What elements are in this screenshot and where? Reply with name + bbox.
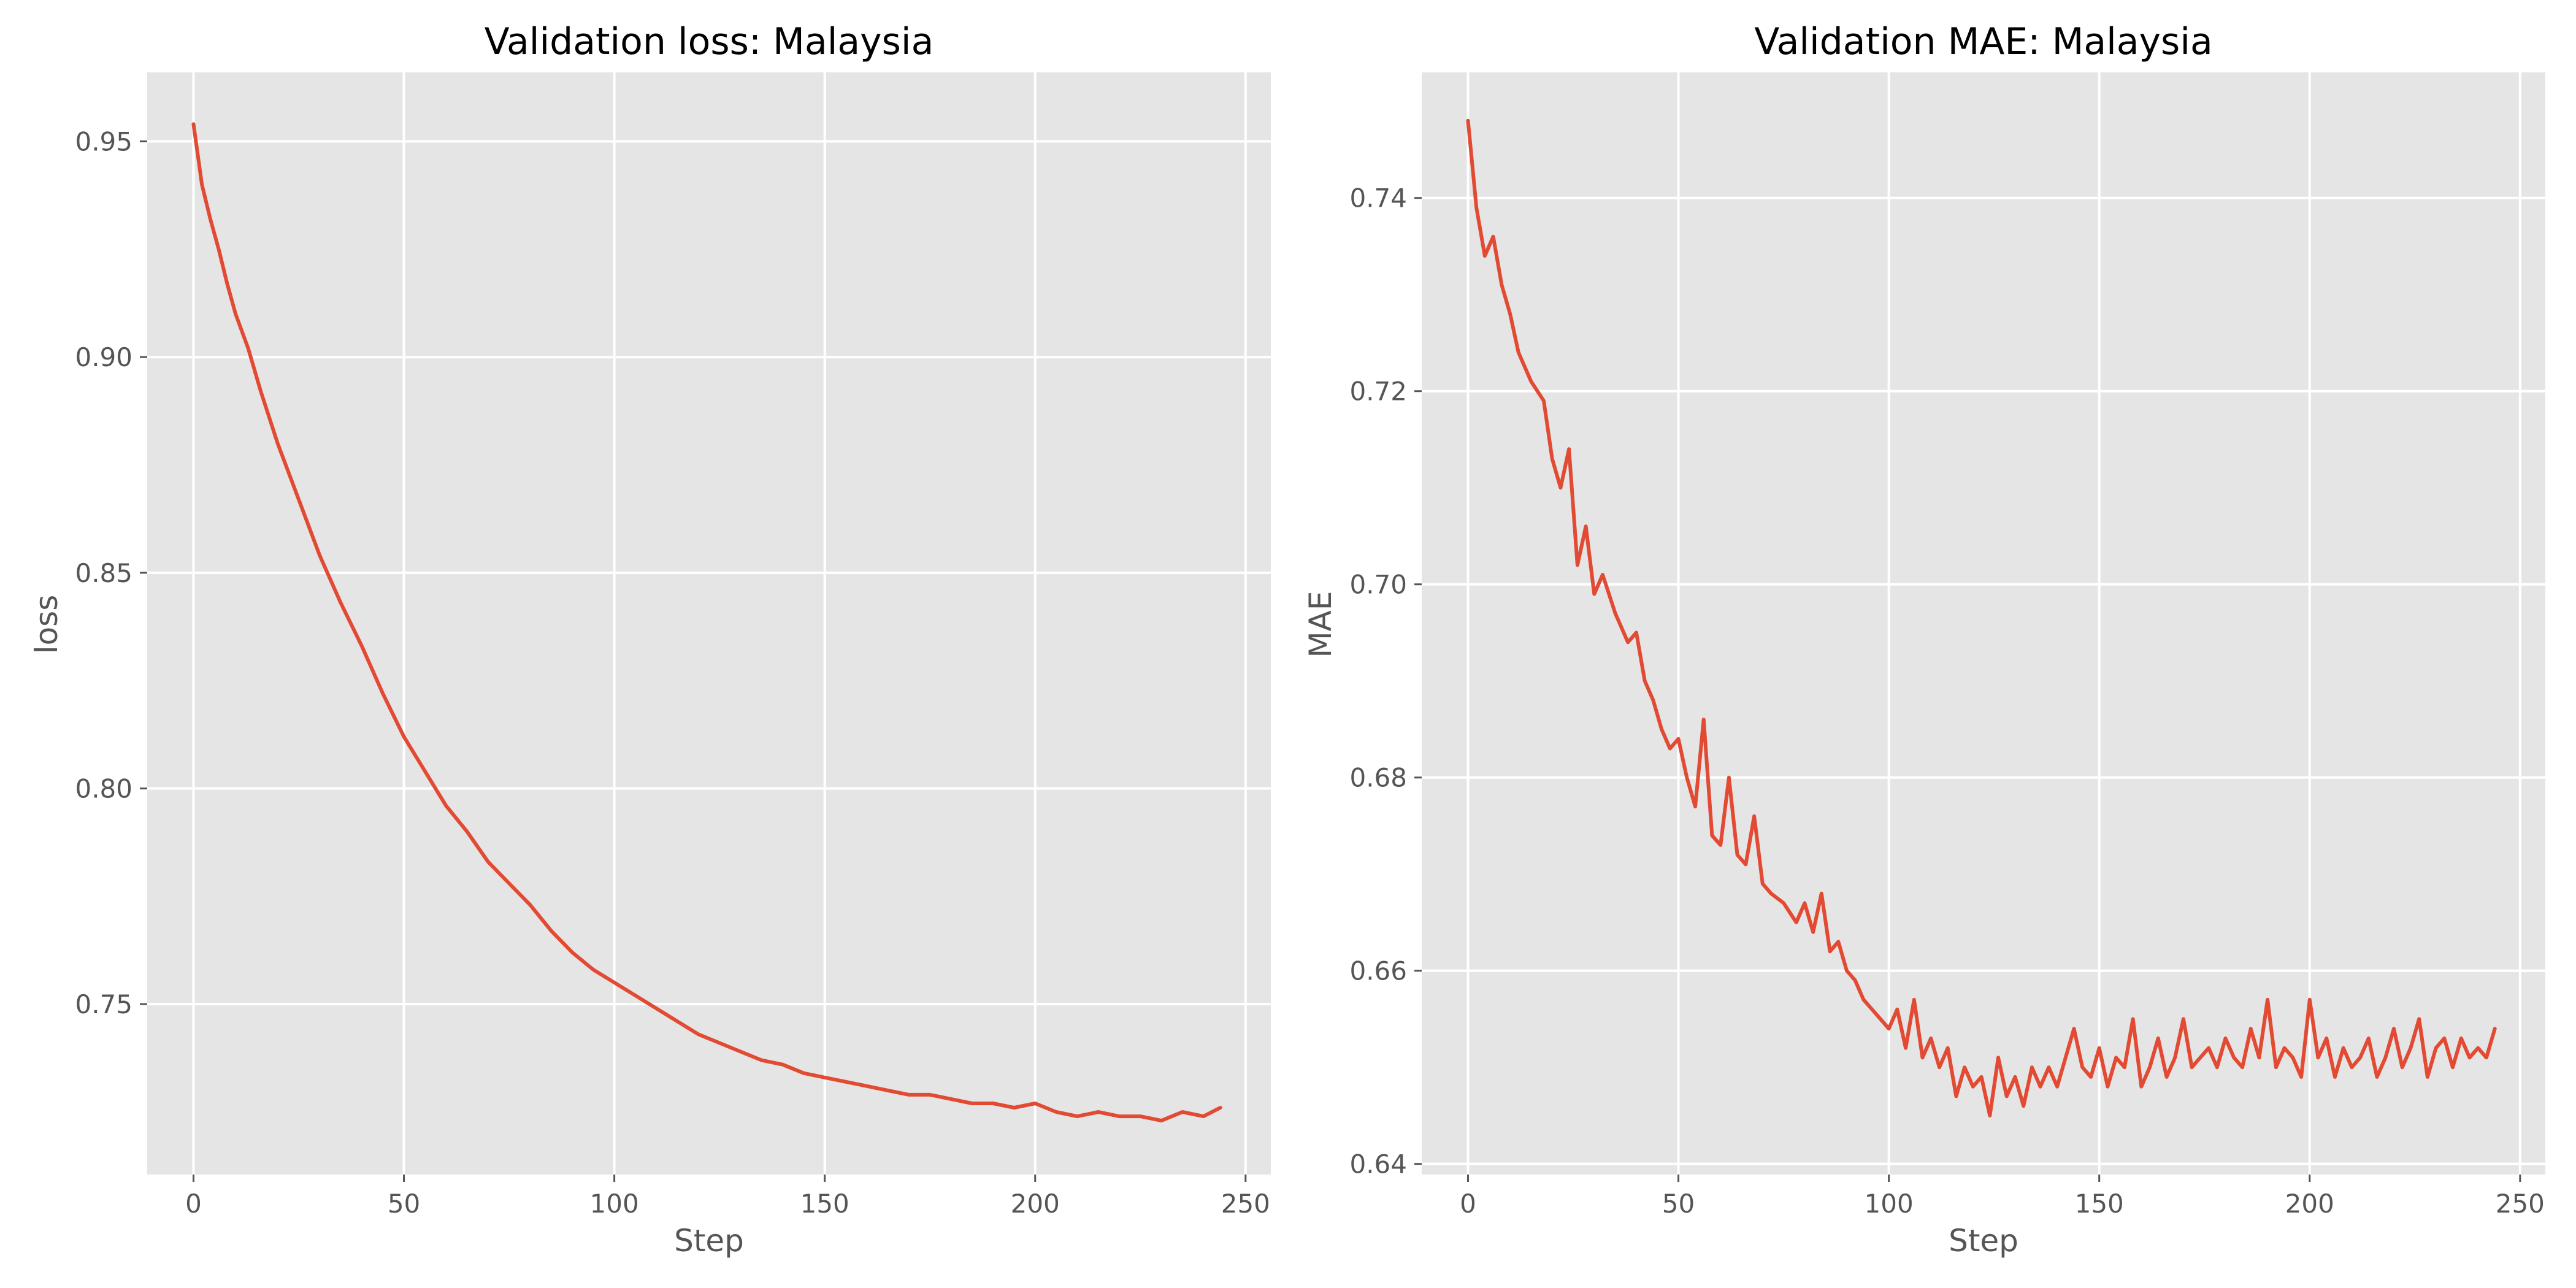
chart-title: Validation loss: Malaysia xyxy=(485,20,934,63)
x-tick-label: 0 xyxy=(185,1189,202,1219)
y-tick-label: 0.72 xyxy=(1349,377,1407,407)
x-tick-label: 200 xyxy=(1011,1189,1060,1219)
x-gridlines xyxy=(1466,72,2521,1175)
x-tick-label: 100 xyxy=(1865,1189,1914,1219)
y-axis-label: loss xyxy=(29,595,64,654)
y-gridlines xyxy=(1422,196,2545,1165)
y-tick-label: 0.74 xyxy=(1349,183,1407,213)
chart-panel-mae: 0 50 100 150 200 250 0.64 0.66 0.68 0.70 0.72 0.74… xyxy=(1303,20,2545,1259)
x-gridlines xyxy=(192,72,1247,1175)
x-axis-label: Step xyxy=(674,1223,744,1259)
x-tick-label: 250 xyxy=(1221,1189,1270,1219)
y-gridlines xyxy=(147,140,1271,1006)
y-tick-label: 0.70 xyxy=(1349,570,1407,600)
y-tick-label: 0.75 xyxy=(75,989,132,1019)
y-tick-labels: 0.75 0.80 0.85 0.90 0.95 xyxy=(75,127,147,1019)
series-layer xyxy=(191,122,1222,1123)
y-tick-label: 0.80 xyxy=(75,774,132,804)
x-tick-label: 200 xyxy=(2285,1189,2334,1219)
x-tick-label: 150 xyxy=(800,1189,849,1219)
y-tick-label: 0.95 xyxy=(75,127,132,157)
x-tick-label: 50 xyxy=(1662,1189,1695,1219)
y-axis-label: MAE xyxy=(1303,591,1338,658)
series-layer xyxy=(1466,118,2497,1117)
y-tick-label: 0.66 xyxy=(1349,956,1407,986)
series-line xyxy=(191,122,1222,1123)
plot-background xyxy=(1422,72,2545,1175)
x-axis-label: Step xyxy=(1949,1223,2018,1259)
x-tick-label: 150 xyxy=(2075,1189,2124,1219)
y-tick-label: 0.64 xyxy=(1349,1149,1407,1179)
series-line xyxy=(1466,118,2497,1117)
x-tick-label: 0 xyxy=(1460,1189,1476,1219)
x-tick-label: 50 xyxy=(388,1189,420,1219)
x-tick-label: 100 xyxy=(590,1189,639,1219)
y-tick-label: 0.90 xyxy=(75,342,132,372)
chart-title: Validation MAE: Malaysia xyxy=(1754,20,2213,63)
plot-background xyxy=(147,72,1271,1175)
chart-panel-loss: 0 50 100 150 200 250 0.75 0.80 0.85 0.90 0.95 Val… xyxy=(29,20,1271,1259)
x-tick-labels: 0 50 100 150 200 250 xyxy=(1460,1175,2545,1219)
x-tick-labels: 0 50 100 150 200 250 xyxy=(185,1175,1270,1219)
y-tick-label: 0.68 xyxy=(1349,763,1407,793)
x-tick-label: 250 xyxy=(2496,1189,2545,1219)
y-tick-label: 0.85 xyxy=(75,558,132,588)
y-tick-labels: 0.64 0.66 0.68 0.70 0.72 0.74 xyxy=(1349,183,1422,1179)
